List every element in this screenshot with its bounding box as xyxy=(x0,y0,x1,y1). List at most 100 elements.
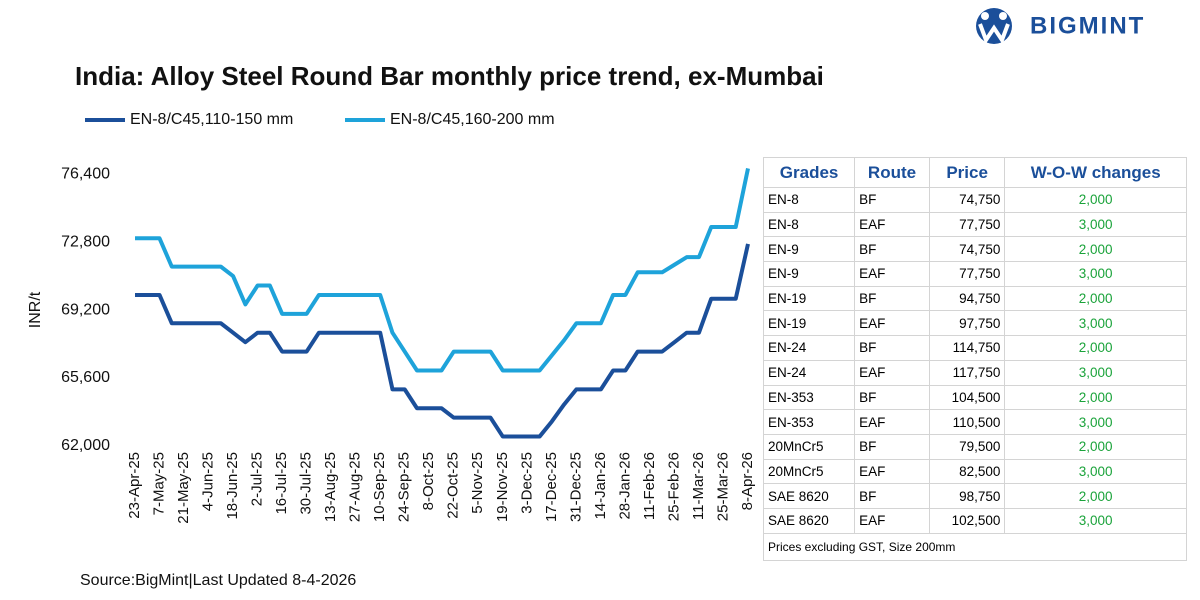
x-tick-label: 19-Nov-25 xyxy=(494,452,511,522)
x-tick-label: 7-May-25 xyxy=(150,452,167,515)
x-tick-label: 4-Jun-25 xyxy=(200,452,217,511)
table-cell: EN-8 xyxy=(762,211,856,238)
y-tick-label: 72,800 xyxy=(61,233,110,250)
price-table: Grades Route Price W-O-W changes EN-8 BF 74,75… xyxy=(762,157,1187,561)
table-cell: 77,750 xyxy=(928,211,1006,238)
header-cell: Price xyxy=(928,157,1006,188)
table-cell: 94,750 xyxy=(928,285,1006,312)
table-cell: EAF xyxy=(854,507,930,534)
table-cell: 117,750 xyxy=(928,359,1006,386)
table-cell: BF xyxy=(854,384,930,411)
table-cell: Prices excluding GST, Size 200mm xyxy=(763,532,1187,561)
table-cell: EAF xyxy=(854,261,930,287)
table-row: Grades Route Price W-O-W changes xyxy=(762,157,1187,188)
table-row: EN-9 BF 74,750 2,000 xyxy=(762,236,1187,263)
table-cell: BF xyxy=(854,335,930,361)
table-row: EN-8 EAF 77,750 3,000 xyxy=(762,211,1187,238)
table-cell: 114,750 xyxy=(928,335,1006,361)
table-cell: 74,750 xyxy=(928,187,1006,213)
y-tick-label: 65,600 xyxy=(61,369,110,386)
table-cell: 3,000 xyxy=(1004,310,1187,337)
table-row: EN-19 BF 94,750 2,000 xyxy=(762,285,1187,312)
table-row: EN-353 EAF 110,500 3,000 xyxy=(762,409,1187,435)
x-tick-label: 2-Jul-25 xyxy=(249,452,266,506)
header-cell: Grades xyxy=(762,157,856,188)
x-tick-label: 11-Mar-26 xyxy=(690,452,707,520)
table-cell: EAF xyxy=(854,310,930,337)
x-tick-label: 31-Dec-25 xyxy=(567,452,584,522)
table-cell: EN-24 xyxy=(762,335,856,361)
table-cell: 3,000 xyxy=(1004,359,1187,386)
table-cell: EAF xyxy=(854,211,930,238)
table-cell: 3,000 xyxy=(1004,458,1187,485)
chart-title: India: Alloy Steel Round Bar monthly pri… xyxy=(75,61,824,91)
x-tick-label: 8-Oct-25 xyxy=(420,452,437,510)
legend-label: EN-8/C45,160-200 mm xyxy=(390,111,555,128)
x-tick-label: 23-Apr-25 xyxy=(126,452,143,519)
table-cell: 3,000 xyxy=(1004,507,1187,534)
header-cell: W-O-W changes xyxy=(1004,157,1187,188)
table-cell: 97,750 xyxy=(928,310,1006,337)
table-cell: 20MnCr5 xyxy=(762,433,856,460)
x-tick-label: 10-Sep-25 xyxy=(371,452,388,522)
table-cell: EN-353 xyxy=(762,384,856,411)
table-cell: 104,500 xyxy=(928,384,1006,411)
table-cell: EAF xyxy=(854,458,930,485)
series-line xyxy=(135,243,750,439)
table-cell: 2,000 xyxy=(1004,236,1187,263)
y-tick-label: 69,200 xyxy=(61,301,110,318)
table-row: EN-24 EAF 117,750 3,000 xyxy=(762,359,1187,386)
table-cell: EN-19 xyxy=(762,310,856,337)
x-tick-label: 25-Feb-26 xyxy=(665,452,682,521)
x-tick-label: 11-Feb-26 xyxy=(641,452,658,520)
table-cell: EN-8 xyxy=(762,187,856,213)
table-cell: 74,750 xyxy=(928,236,1006,263)
table-cell: BF xyxy=(854,483,930,509)
table-row: EN-8 BF 74,750 2,000 xyxy=(762,187,1187,213)
table-row: Prices excluding GST, Size 200mm xyxy=(763,532,1187,561)
legend-label: EN-8/C45,110-150 mm xyxy=(130,111,293,128)
x-tick-label: 16-Jul-25 xyxy=(273,452,290,515)
table-cell: 3,000 xyxy=(1004,409,1187,435)
table-cell: 3,000 xyxy=(1004,211,1187,238)
x-tick-label: 22-Oct-25 xyxy=(445,452,462,519)
series-line xyxy=(135,168,750,373)
table-cell: EN-9 xyxy=(762,236,856,263)
x-tick-label: 17-Dec-25 xyxy=(543,452,560,522)
table-cell: BF xyxy=(854,236,930,263)
table-row: SAE 8620 EAF 102,500 3,000 xyxy=(762,507,1187,534)
table-cell: EN-19 xyxy=(762,285,856,312)
table-cell: EAF xyxy=(854,359,930,386)
table-cell: EN-353 xyxy=(762,409,856,435)
table-cell: EN-9 xyxy=(762,261,856,287)
table-cell: 20MnCr5 xyxy=(762,458,856,485)
y-axis-label: INR/t xyxy=(27,291,44,328)
y-tick-label: 76,400 xyxy=(61,165,110,182)
x-tick-label: 5-Nov-25 xyxy=(469,452,486,514)
table-cell: BF xyxy=(854,433,930,460)
table-cell: 102,500 xyxy=(928,507,1006,534)
y-tick-label: 62,000 xyxy=(61,437,110,454)
logo-text: BIGMINT xyxy=(1030,12,1145,39)
x-tick-label: 14-Jan-26 xyxy=(592,452,609,520)
table-cell: 2,000 xyxy=(1004,187,1187,213)
table-row: EN-353 BF 104,500 2,000 xyxy=(762,384,1187,411)
x-tick-label: 8-Apr-26 xyxy=(739,452,756,510)
source: Source:BigMint|Last Updated 8-4-2026 xyxy=(80,572,356,589)
x-tick-label: 18-Jun-25 xyxy=(224,452,241,520)
x-tick-label: 27-Aug-25 xyxy=(347,452,364,522)
table-row: SAE 8620 BF 98,750 2,000 xyxy=(762,483,1187,509)
table-cell: SAE 8620 xyxy=(762,483,856,509)
x-tick-label: 25-Mar-26 xyxy=(714,452,731,521)
table-row: 20MnCr5 BF 79,500 2,000 xyxy=(762,433,1187,460)
table-row: 20MnCr5 EAF 82,500 3,000 xyxy=(762,458,1187,485)
table-row: EN-19 EAF 97,750 3,000 xyxy=(762,310,1187,337)
table-cell: EAF xyxy=(854,409,930,435)
x-tick-label: 21-May-25 xyxy=(175,452,192,524)
table-cell: SAE 8620 xyxy=(762,507,856,534)
table-cell: BF xyxy=(854,187,930,213)
table-row: EN-9 EAF 77,750 3,000 xyxy=(762,261,1187,287)
table-cell: 2,000 xyxy=(1004,335,1187,361)
table-cell: 2,000 xyxy=(1004,433,1187,460)
